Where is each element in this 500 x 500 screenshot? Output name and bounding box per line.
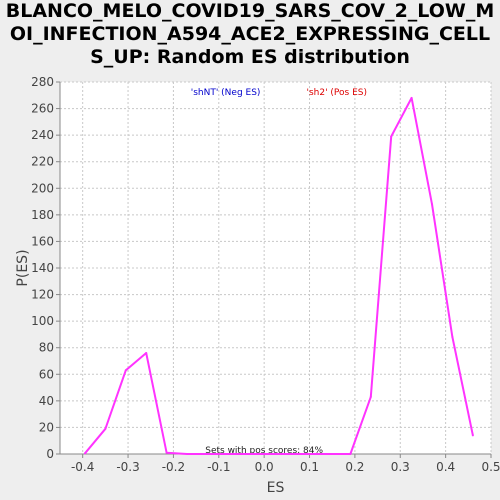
y-tick-label: 40 (39, 394, 54, 408)
data-point (83, 452, 86, 455)
y-tick-label: 20 (39, 420, 54, 434)
y-tick-label: 220 (31, 155, 54, 169)
data-point (104, 427, 107, 430)
chart-title-line-1: BLANCO_MELO_COVID19_SARS_COV_2_LOW_M (5, 0, 495, 22)
y-tick-label: 280 (31, 75, 54, 89)
y-tick-label: 260 (31, 102, 54, 116)
y-tick-label: 160 (31, 234, 54, 248)
series-line (84, 96, 474, 455)
y-tick-label: 200 (31, 181, 54, 195)
chart-title-line-2: OI_INFECTION_A594_ACE2_EXPRESSING_CELL (9, 23, 491, 45)
data-point (186, 453, 189, 455)
y-tick-label: 140 (31, 261, 54, 275)
data-point (124, 369, 127, 372)
chart-title: BLANCO_MELO_COVID19_SARS_COV_2_LOW_M OI_… (0, 0, 500, 69)
data-point (308, 453, 311, 455)
y-tick-label: 0 (46, 447, 54, 461)
x-tick-label: -0.4 (71, 460, 94, 474)
y-tick-label: 100 (31, 314, 54, 328)
legend-neg-es: 'shNT' (Neg ES) (191, 88, 261, 98)
annotation-pos-scores: Sets with pos scores: 84% (205, 446, 323, 456)
data-point (206, 453, 209, 455)
x-tick-label: 0.3 (391, 460, 410, 474)
data-point (349, 453, 352, 455)
legend-pos-es: 'sh2' (Pos ES) (306, 88, 367, 98)
plot-background (60, 82, 491, 454)
data-point (328, 453, 331, 455)
x-tick-label: 0.2 (345, 460, 364, 474)
data-point (226, 453, 229, 455)
y-tick-label: 80 (39, 341, 54, 355)
data-point (165, 451, 168, 454)
data-point (471, 434, 474, 437)
y-tick-label: 120 (31, 288, 54, 302)
y-tick-label: 180 (31, 208, 54, 222)
x-tick-label: 0.1 (300, 460, 319, 474)
y-axis-label: P(ES) (15, 249, 31, 286)
data-point (247, 453, 250, 455)
x-tick-label: -0.2 (162, 460, 185, 474)
data-point (369, 395, 372, 398)
x-tick-label: 0.0 (255, 460, 274, 474)
x-tick-label: -0.1 (207, 460, 230, 474)
y-tick-label: 240 (31, 128, 54, 142)
x-axis-label: ES (267, 480, 285, 496)
data-point (288, 453, 291, 455)
data-point (431, 203, 434, 206)
data-point (267, 453, 270, 455)
x-tick-label: 0.4 (436, 460, 455, 474)
data-point (410, 96, 413, 99)
x-tick-label: 0.5 (481, 460, 500, 474)
data-point (390, 135, 393, 138)
data-point (451, 336, 454, 339)
x-tick-label: -0.3 (116, 460, 139, 474)
y-tick-label: 60 (39, 367, 54, 381)
chart-title-line-3: S_UP: Random ES distribution (90, 46, 410, 68)
data-point (145, 352, 148, 355)
